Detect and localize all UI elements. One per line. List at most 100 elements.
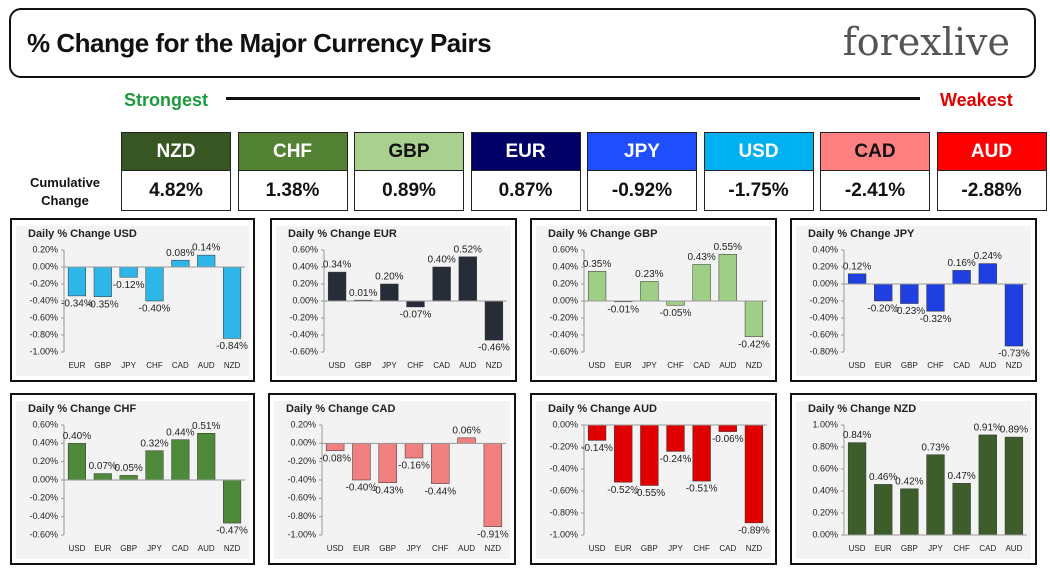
chart-title: Daily % Change USD [28, 228, 137, 240]
currency-name: AUD [936, 132, 1047, 171]
bar [404, 443, 424, 459]
y-tick-label: 0.20% [812, 261, 838, 271]
x-tick-label: USD [849, 544, 866, 553]
x-tick-label: AUD [198, 361, 215, 370]
x-tick-label: GBP [901, 544, 918, 553]
y-tick-label: -0.60% [289, 346, 318, 356]
x-tick-label: GBP [901, 361, 918, 370]
value-label: -0.24% [660, 454, 692, 465]
value-label: 0.44% [166, 427, 194, 438]
y-tick-label: -0.20% [287, 456, 316, 466]
bar [171, 259, 190, 268]
y-tick-label: 0.40% [552, 261, 578, 271]
strongest-label: Strongest [124, 90, 209, 110]
bar [692, 264, 711, 302]
bar [926, 283, 945, 312]
x-tick-label: AUD [979, 361, 996, 370]
bar [457, 437, 476, 444]
y-tick-label: 0.00% [812, 278, 838, 288]
weakest-label: Weakest [940, 90, 1013, 110]
chart-title: Daily % Change CAD [286, 403, 395, 415]
y-tick-label: -0.80% [809, 346, 838, 356]
value-label: -0.12% [113, 280, 145, 291]
y-tick-label: -0.20% [809, 295, 838, 305]
bar [900, 488, 919, 536]
currency-value: -2.88% [936, 171, 1047, 211]
bar [119, 266, 138, 278]
x-tick-label: EUR [615, 544, 632, 553]
chart: Daily % Change AUD 0.00% -0.20% -0.40% -0.60… [530, 393, 777, 565]
x-tick-label: AUD [1005, 544, 1022, 553]
x-tick-label: CAD [953, 361, 970, 370]
y-tick-label: -0.60% [549, 346, 578, 356]
bar [978, 263, 997, 285]
y-tick-label: 0.40% [32, 438, 58, 448]
x-tick-label: NZD [1006, 361, 1023, 370]
value-label: -0.89% [738, 526, 770, 537]
currency-name: NZD [121, 132, 231, 171]
bar [197, 433, 216, 481]
y-tick-label: 0.00% [812, 529, 838, 539]
value-label: -0.34% [61, 299, 93, 310]
y-tick-label: -0.40% [289, 329, 318, 339]
x-tick-label: EUR [875, 544, 892, 553]
bar [874, 484, 893, 536]
y-tick-label: -0.40% [549, 463, 578, 473]
currency-value: -1.75% [703, 171, 814, 211]
bar [900, 283, 919, 304]
bar [223, 479, 242, 524]
x-tick-label: CAD [172, 361, 189, 370]
x-tick-label: GBP [94, 361, 111, 370]
bar [640, 424, 659, 486]
currency-name: JPY [587, 132, 697, 171]
y-tick-label: -0.20% [549, 441, 578, 451]
x-tick-label: CAD [172, 544, 189, 553]
value-label: 0.43% [687, 252, 715, 263]
y-tick-label: -0.20% [549, 312, 578, 322]
y-tick-label: 0.20% [32, 456, 58, 466]
chart-title: Daily % Change JPY [808, 228, 915, 240]
value-label: -0.08% [319, 453, 351, 464]
bar [67, 266, 86, 297]
bar [692, 424, 711, 482]
currency-name: CHF [237, 132, 348, 171]
value-label: -0.40% [346, 483, 378, 494]
bar [325, 443, 345, 451]
bar [67, 443, 86, 481]
bar [145, 450, 164, 481]
y-tick-label: -0.80% [29, 329, 58, 339]
x-tick-label: CAD [719, 544, 736, 553]
x-tick-label: JPY [407, 544, 422, 553]
currency-value: -0.92% [587, 171, 697, 211]
x-tick-label: GBP [379, 544, 396, 553]
value-label: -0.73% [998, 349, 1030, 360]
x-tick-label: NZD [486, 361, 503, 370]
x-tick-label: JPY [642, 361, 657, 370]
chart: Daily % Change JPY0.40%0.20%0.00%-0.20%-… [790, 218, 1037, 382]
chart-title: Daily % Change EUR [288, 228, 397, 240]
x-tick-label: AUD [719, 361, 736, 370]
y-tick-label: -0.80% [287, 511, 316, 521]
x-tick-label: NZD [746, 361, 763, 370]
header-box: % Change for the Major Currency Pairs fo… [9, 8, 1036, 78]
value-label: -0.35% [87, 299, 119, 310]
bar [119, 475, 138, 481]
bar [406, 300, 425, 308]
value-label: 0.34% [323, 260, 351, 271]
value-label: -0.14% [581, 443, 613, 454]
value-label: 0.40% [427, 255, 455, 266]
x-tick-label: CAD [693, 361, 710, 370]
x-tick-label: CHF [953, 544, 970, 553]
y-tick-label: 0.20% [290, 419, 316, 429]
value-label: 0.16% [947, 258, 975, 269]
value-label: -0.42% [738, 339, 770, 350]
y-tick-label: -1.00% [287, 529, 316, 539]
y-tick-label: 0.20% [552, 278, 578, 288]
currency-value: 0.89% [354, 171, 464, 211]
value-label: -0.40% [139, 304, 171, 315]
x-tick-label: CHF [927, 361, 944, 370]
y-tick-label: 0.00% [292, 295, 318, 305]
y-tick-label: 0.00% [32, 261, 58, 271]
y-tick-label: 0.20% [812, 507, 838, 517]
